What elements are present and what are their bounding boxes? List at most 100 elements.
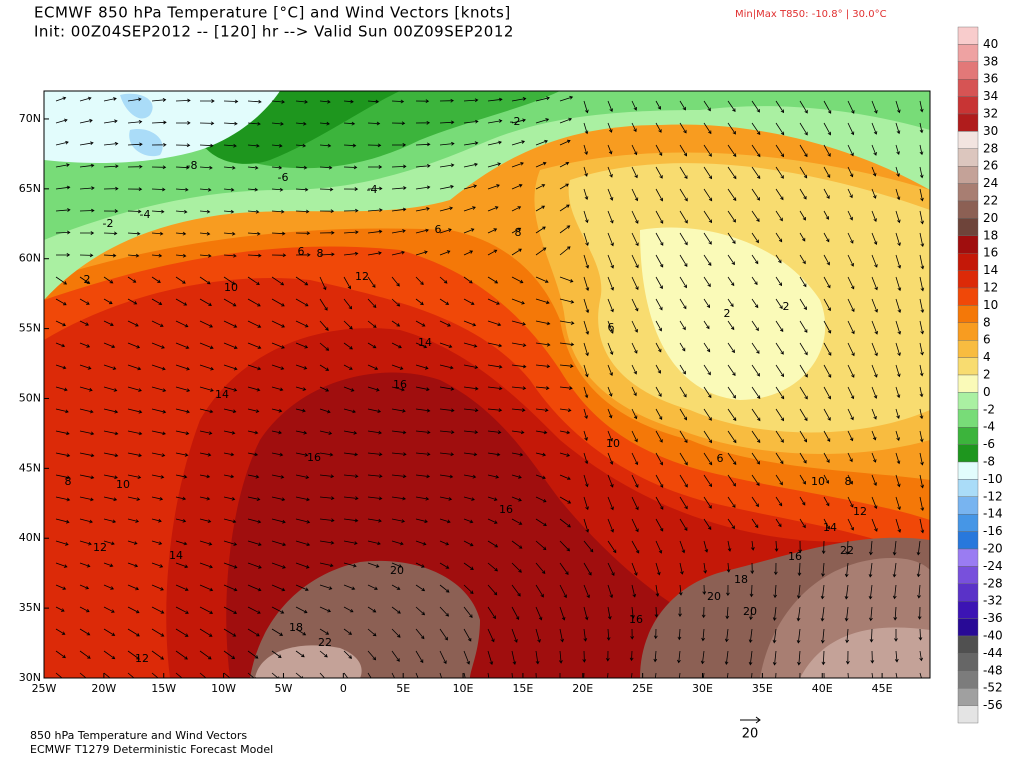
colorbar-label: 12 (983, 281, 998, 295)
colorbar-label: 28 (983, 141, 998, 155)
x-tick-label: 20E (572, 682, 593, 695)
footer-line2: ECMWF T1279 Deterministic Forecast Model (30, 743, 273, 756)
colorbar-label: 32 (983, 107, 998, 121)
x-tick-label: 30E (692, 682, 713, 695)
footer-line1: 850 hPa Temperature and Wind Vectors (30, 729, 247, 742)
contour-label: 14 (215, 388, 229, 401)
y-tick-label: 40N (19, 531, 41, 544)
color-swatch (957, 374, 979, 393)
colorbar-label: 8 (983, 315, 991, 329)
contour-label: 8 (515, 226, 522, 239)
field-m10 (44, 91, 280, 163)
colorbar-label: 10 (983, 298, 998, 312)
colorbar-label: -16 (983, 524, 1003, 538)
colorbar-label: 18 (983, 228, 998, 242)
color-swatch (957, 409, 979, 428)
colorbar-label: -24 (983, 559, 1003, 573)
contour-label: -4 (367, 183, 378, 196)
contour-label: 16 (307, 451, 321, 464)
colorbar-label: -14 (983, 507, 1003, 521)
color-swatch (957, 670, 979, 689)
colorbar-label: 22 (983, 194, 998, 208)
contour-label: -2 (510, 115, 521, 128)
color-swatch (957, 427, 979, 445)
color-swatch (957, 148, 979, 167)
color-swatch (957, 113, 979, 132)
title-line2: Init: 00Z04SEP2012 -- [120] hr --> Valid… (34, 23, 514, 41)
colorbar-label: -20 (983, 542, 1003, 556)
colorbar-label: -2 (983, 402, 995, 416)
contour-label: 10 (811, 475, 825, 488)
contour-label: 20 (390, 564, 404, 577)
color-swatch (957, 583, 979, 602)
color-swatch (957, 601, 979, 619)
title-line1: ECMWF 850 hPa Temperature [°C] and Wind … (34, 4, 511, 22)
color-swatch (957, 270, 979, 289)
contour-label: -4 (140, 208, 151, 221)
colorbar-label: 4 (983, 350, 991, 364)
contour-label: 18 (289, 621, 303, 634)
contour-label: 6 (435, 223, 442, 236)
color-swatch (957, 635, 979, 654)
colorbar-label: 36 (983, 72, 998, 86)
temperature-field (44, 91, 930, 678)
colorbar-label: 30 (983, 124, 998, 138)
colorbar-label: -56 (983, 698, 1003, 712)
color-swatch (957, 252, 979, 271)
colorbar-label: 2 (983, 368, 991, 382)
contour-label: 10 (606, 437, 620, 450)
contour-label: 22 (840, 544, 854, 557)
contour-label: 12 (135, 652, 149, 665)
vector-scale-head (755, 716, 761, 724)
colorbar-label: 24 (983, 176, 998, 190)
contour-label: 14 (418, 336, 432, 349)
contour-label: -8 (187, 159, 198, 172)
contour-label: 2 (783, 300, 790, 313)
colorbar-label: 34 (983, 89, 998, 103)
min-max: Min|Max T850: -10.8° | 30.0°C (735, 9, 887, 20)
contour-label: 8 (65, 475, 72, 488)
y-tick-label: 55N (19, 322, 41, 335)
colorbar-label: 20 (983, 211, 998, 225)
colorbar-label: -52 (983, 681, 1003, 695)
colorbar-label: -10 (983, 472, 1003, 486)
map-frame (43, 90, 931, 679)
colorbar-label: -40 (983, 629, 1003, 643)
contour-label: 12 (355, 270, 369, 283)
colorbar-label: 26 (983, 159, 998, 173)
color-swatch (957, 496, 979, 515)
colorbar-label: 6 (983, 333, 991, 347)
y-tick-label: 50N (19, 391, 41, 404)
color-swatch (957, 287, 979, 306)
color-swatch (957, 218, 979, 236)
colorbar: 4038363432302826242220181614121086420-2-… (957, 26, 1003, 724)
color-swatch (957, 705, 979, 724)
x-tick-label: 20W (91, 682, 116, 695)
wind-vectors (55, 95, 925, 678)
color-swatch (957, 357, 979, 376)
color-swatch (957, 165, 979, 184)
x-tick-label: 15E (512, 682, 533, 695)
color-swatch (957, 479, 979, 497)
contour-label: 14 (169, 549, 183, 562)
colorbar-label: -44 (983, 646, 1003, 660)
color-swatch (957, 618, 979, 637)
colorbar-label: -6 (983, 437, 995, 451)
color-swatch (957, 61, 979, 80)
x-tick-label: 5W (275, 682, 293, 695)
contour-label: 10 (224, 281, 238, 294)
contour-label: 2 (724, 307, 731, 320)
color-swatch (957, 461, 979, 480)
contour-label: 6 (608, 321, 615, 334)
contour-label: 12 (93, 541, 107, 554)
color-swatch (957, 305, 979, 323)
colorbar-label: 16 (983, 246, 998, 260)
contour-label: 6 (298, 245, 305, 258)
x-tick-label: 45E (872, 682, 893, 695)
y-tick-label: 35N (19, 601, 41, 614)
colorbar-label: -4 (983, 420, 995, 434)
contour-label: 6 (717, 452, 724, 465)
y-tick-label: 70N (19, 112, 41, 125)
x-tick-label: 35E (752, 682, 773, 695)
